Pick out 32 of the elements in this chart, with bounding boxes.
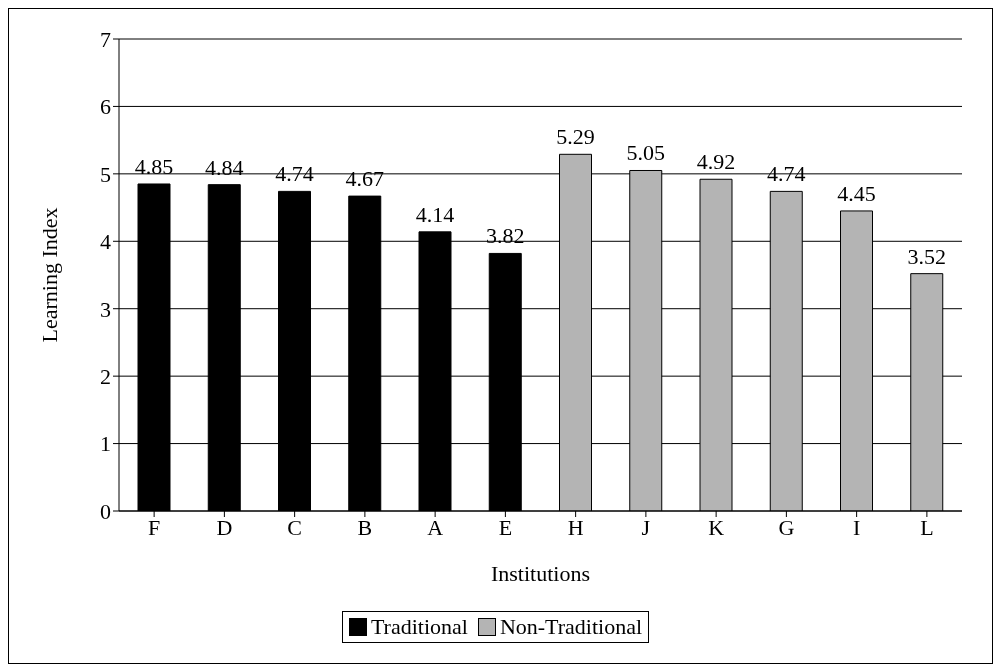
data-label: 4.45	[837, 180, 876, 206]
x-tick-label: A	[427, 514, 444, 540]
data-label: 4.14	[415, 201, 455, 227]
x-tick-label: C	[287, 514, 302, 540]
legend-label: Traditional	[369, 614, 468, 640]
data-label: 4.67	[345, 166, 384, 192]
data-label: 4.85	[134, 153, 174, 179]
data-label: 5.05	[626, 140, 665, 166]
y-tick-label: 7	[100, 26, 111, 52]
x-tick-label: F	[148, 514, 161, 540]
x-tick-label: J	[641, 514, 651, 540]
x-axis-title: Institutions	[490, 561, 591, 586]
x-tick-label: E	[498, 514, 513, 540]
x-tick-label: L	[920, 514, 934, 540]
x-tick-label: K	[708, 514, 725, 540]
y-tick-label: 3	[100, 296, 111, 322]
y-tick-label: 2	[100, 363, 111, 389]
data-label: 5.29	[556, 124, 595, 150]
x-tick-label: H	[567, 514, 584, 540]
x-tick-label: I	[852, 514, 861, 540]
y-tick-label: 6	[100, 94, 111, 120]
data-label: 4.92	[696, 149, 736, 175]
x-tick-label: G	[778, 514, 795, 540]
y-axis-title: Learning Index	[36, 207, 62, 343]
x-tick-label: D	[216, 514, 233, 540]
y-tick-label: 0	[100, 498, 111, 524]
x-tick-label: B	[357, 514, 373, 540]
legend-label: Non-Traditional	[498, 614, 643, 640]
y-tick-label: 4	[100, 229, 111, 255]
y-tick-label: 5	[100, 161, 111, 187]
data-label: 3.52	[907, 243, 946, 269]
y-tick-label: 1	[100, 431, 111, 457]
